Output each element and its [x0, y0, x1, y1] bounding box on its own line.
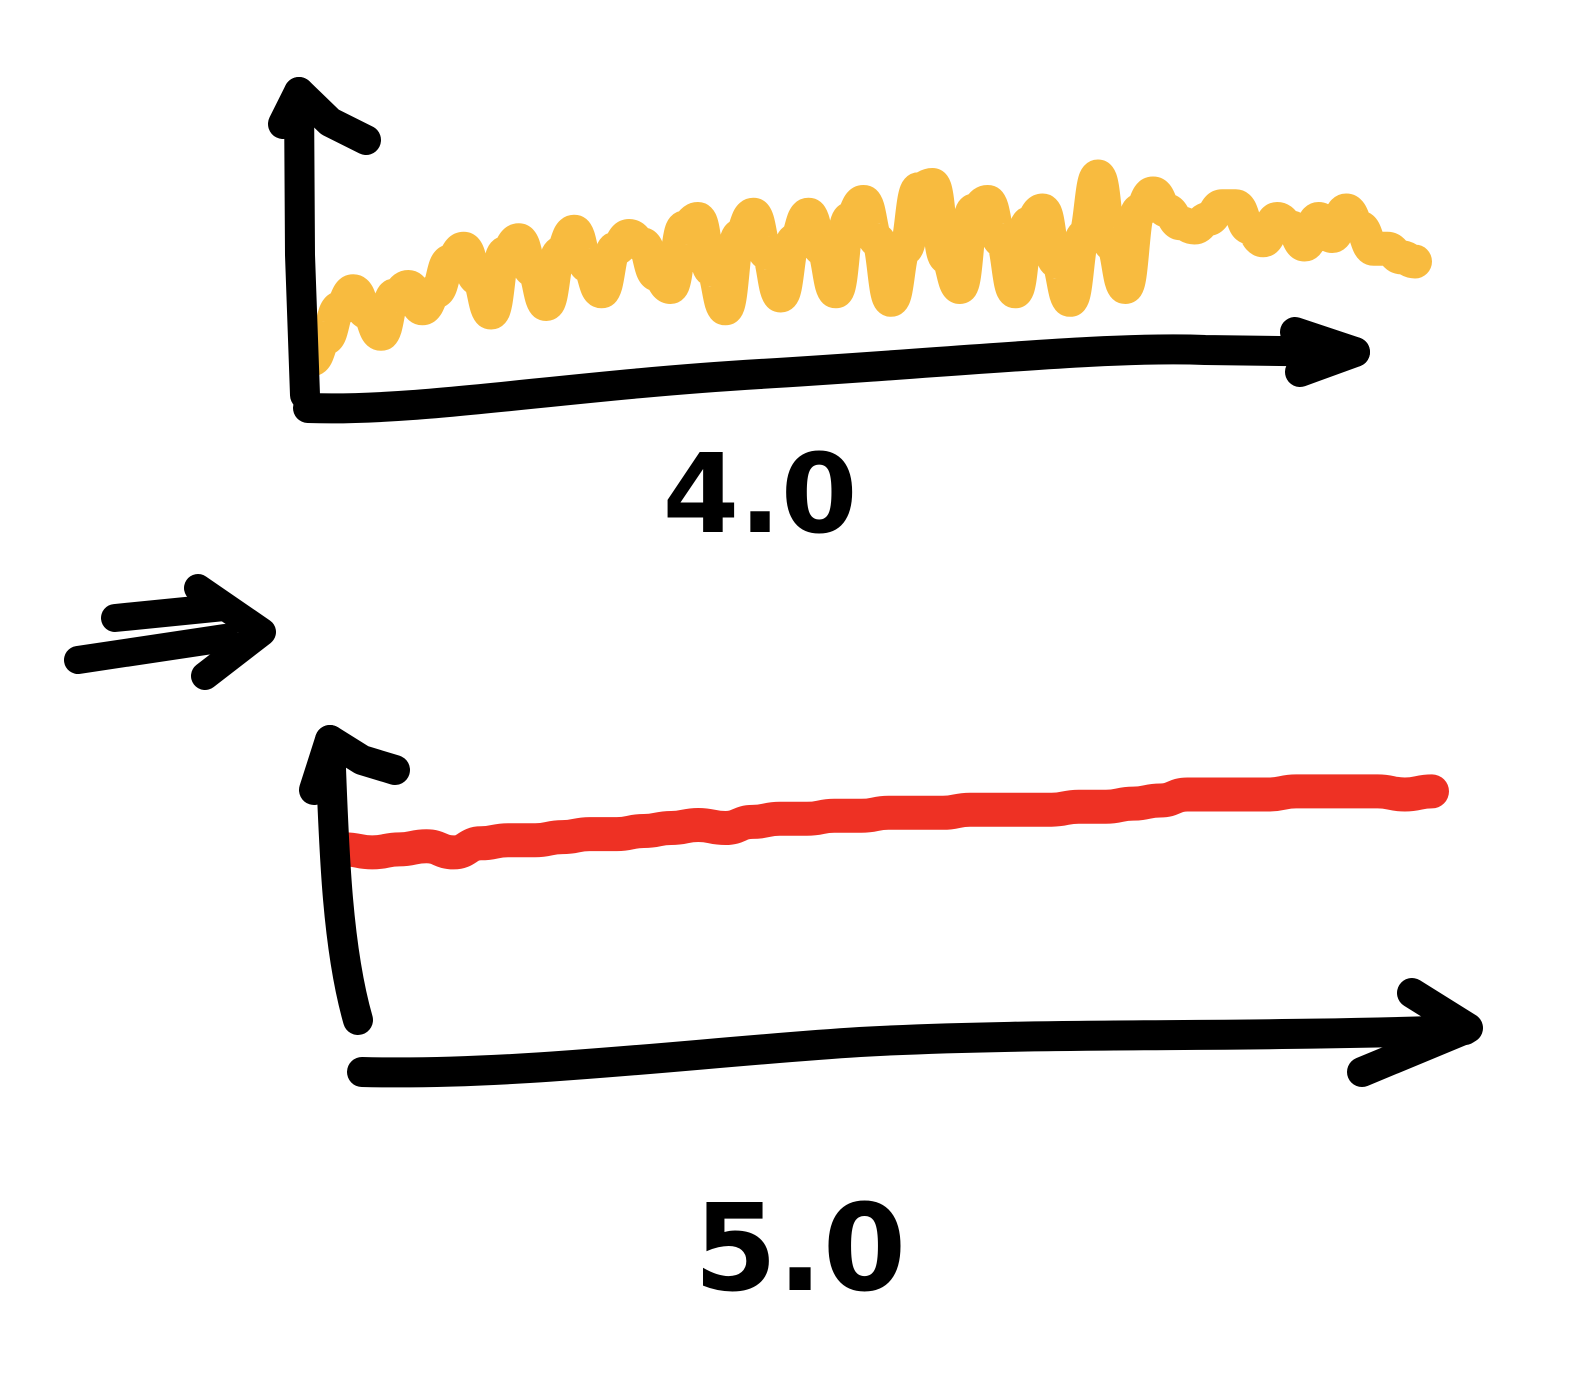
double-arrow-lower-stroke — [64, 624, 239, 674]
chart-2-y-axis-arrowhead — [299, 725, 410, 805]
chart-1-x-axis — [293, 334, 1370, 424]
chart-2-y-axis — [315, 725, 373, 1035]
chart-1-x-axis-arrowhead — [1280, 317, 1370, 387]
double-arrow-head — [184, 574, 276, 690]
chart-1-y-axis-arrowhead — [268, 77, 381, 155]
chart-1-version-4: 4.0 — [268, 77, 1432, 558]
chart-2-series-line — [328, 774, 1449, 870]
double-arrow-right-icon — [64, 574, 276, 690]
chart-1-series-line — [295, 159, 1432, 377]
chart-2-x-axis — [347, 1015, 1480, 1088]
chart-1-x-axis-label: 4.0 — [663, 430, 858, 558]
chart-2-version-5: 5.0 — [299, 725, 1483, 1319]
chart-1-y-axis — [284, 77, 320, 410]
chart-2-x-axis-label: 5.0 — [694, 1180, 907, 1319]
chart-2-x-axis-arrowhead — [1347, 978, 1483, 1087]
